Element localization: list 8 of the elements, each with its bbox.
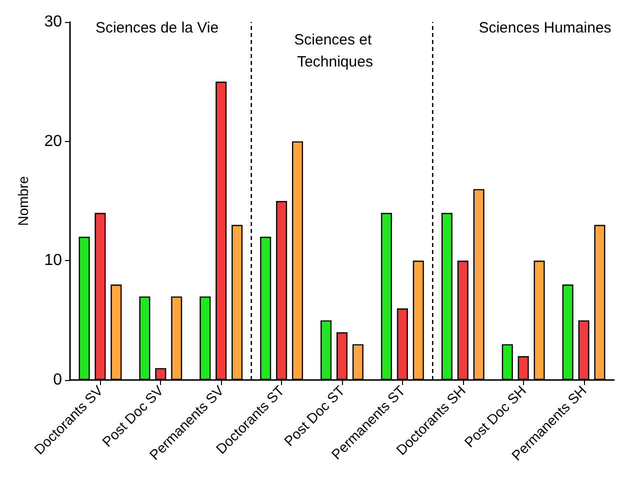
y-tick-label: 20 (44, 132, 62, 150)
y-tick-label: 10 (44, 252, 62, 270)
y-tick-label: 30 (44, 14, 62, 30)
y-tick-label: 0 (53, 372, 62, 388)
annotation: Sciences de la Vie (95, 20, 219, 36)
annotation: Sciences et Techniques (294, 32, 376, 70)
y-axis-title: Nombre (15, 176, 31, 226)
annotation: Sciences Humaines (478, 20, 612, 36)
